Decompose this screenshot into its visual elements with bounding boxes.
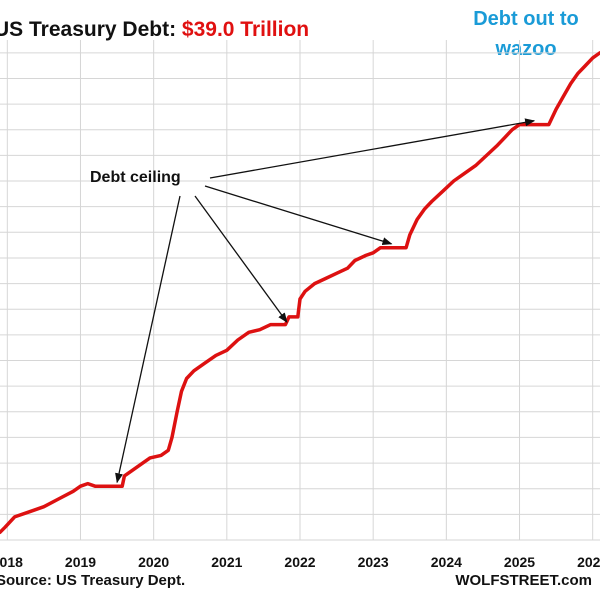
x-tick-label: 2024 [431, 554, 462, 570]
debt-ceiling-arrow [194, 195, 288, 323]
annotation-top: Debt out to wazoo [473, 8, 579, 60]
x-tick-label: 2020 [138, 554, 169, 570]
grid [0, 40, 600, 541]
x-tick-label: 2025 [504, 554, 535, 570]
annotation-debt-ceiling: Debt ceiling [90, 169, 181, 186]
x-axis-ticks: 2018 2019 2020 2021 2022 2023 2024 2025 2026 [0, 554, 600, 570]
debt-ceiling-arrow [204, 185, 393, 245]
brand-label: WOLFSTREET.com [455, 572, 592, 589]
series-line [0, 51, 600, 535]
debt-ceiling-arrow [209, 118, 536, 179]
x-tick-label: 2023 [358, 554, 389, 570]
x-tick-label: 2018 [0, 554, 23, 570]
debt-ceiling-arrows [115, 118, 536, 484]
debt-ceiling-arrow [115, 195, 181, 484]
chart-title: US Treasury Debt: $39.0 Trillion [0, 18, 309, 42]
chart-title-text: US Treasury Debt: [0, 18, 177, 41]
x-tick-label: 2022 [284, 554, 315, 570]
x-tick-label: 2021 [211, 554, 242, 570]
source-label: Source: US Treasury Dept. [0, 572, 186, 589]
x-tick-label: 2019 [65, 554, 96, 570]
chart-title-highlight: $39.0 Trillion [181, 18, 310, 41]
x-tick-label: 2026 [577, 554, 600, 570]
